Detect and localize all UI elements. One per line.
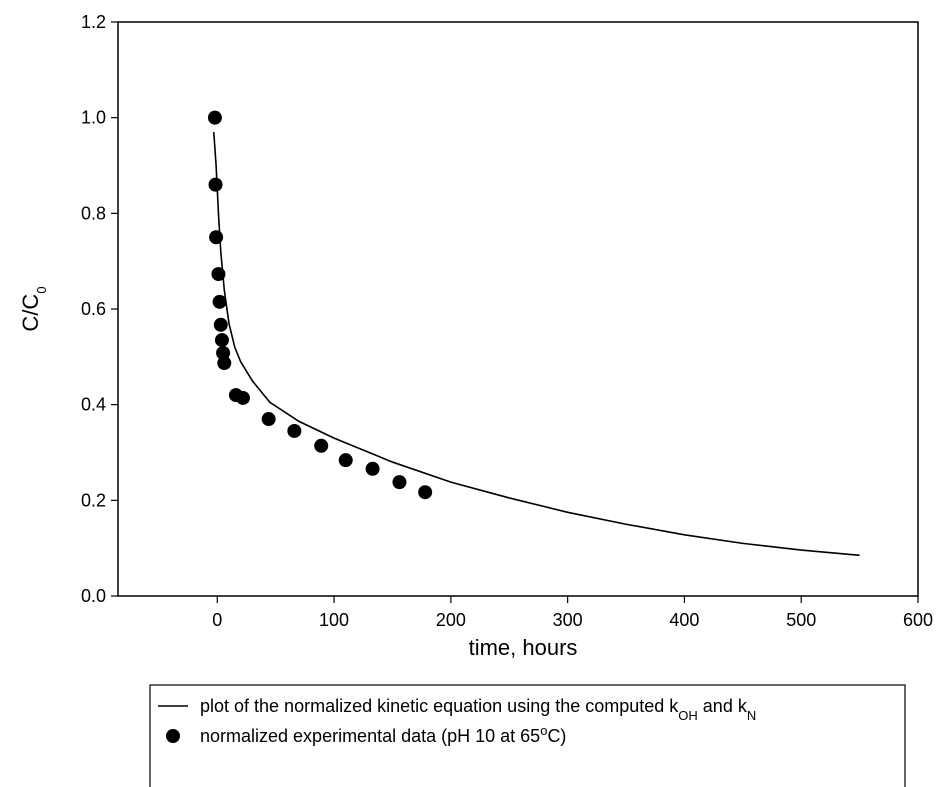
data-point: [338, 453, 353, 468]
data-line: [212, 131, 860, 557]
y-tick-label: 0.4: [81, 395, 106, 415]
legend-box: [149, 684, 906, 787]
data-point: [261, 412, 276, 427]
text-part: C/C: [18, 294, 43, 332]
y-tick-label: 0.0: [81, 586, 106, 606]
y-tick-label: 0.8: [81, 203, 106, 223]
data-point: [392, 475, 407, 490]
data-point: [314, 438, 329, 453]
y-tick-label: 0.6: [81, 299, 106, 319]
y-tick-label: 0.2: [81, 490, 106, 510]
legend-swatch: [166, 729, 180, 743]
text-part: 0: [34, 286, 49, 293]
data-point: [287, 423, 302, 438]
x-tick-label: 0: [212, 610, 222, 630]
data-point: [209, 230, 224, 245]
data-point: [211, 267, 226, 282]
data-point: [207, 110, 222, 125]
x-tick-label: 400: [669, 610, 699, 630]
text-part: N: [747, 708, 756, 723]
plot-frame: [117, 21, 919, 597]
data-point: [208, 177, 223, 192]
x-tick-label: 200: [436, 610, 466, 630]
x-axis-label: time, hours: [469, 635, 578, 660]
data-point: [217, 356, 232, 371]
legend-label: plot of the normalized kinetic equation …: [200, 696, 756, 723]
text-part: o: [540, 723, 547, 738]
data-point: [212, 294, 227, 309]
data-point: [235, 390, 250, 405]
y-tick-label: 1.0: [81, 108, 106, 128]
y-axis-label: C/C0: [18, 286, 49, 331]
x-tick-label: 500: [786, 610, 816, 630]
y-tick-label: 1.2: [81, 12, 106, 32]
data-point: [213, 317, 228, 332]
x-tick-label: 100: [319, 610, 349, 630]
text-part: normalized experimental data (pH 10 at 6…: [200, 726, 540, 746]
x-tick-label: 300: [553, 610, 583, 630]
data-point: [418, 485, 433, 500]
text-part: OH: [678, 708, 698, 723]
text-part: plot of the normalized kinetic equation …: [200, 696, 679, 716]
x-tick-label: 600: [903, 610, 933, 630]
data-point: [214, 333, 229, 348]
text-part: and k: [698, 696, 748, 716]
text-part: C): [547, 726, 566, 746]
data-point: [365, 461, 380, 476]
legend-label: normalized experimental data (pH 10 at 6…: [200, 723, 566, 747]
